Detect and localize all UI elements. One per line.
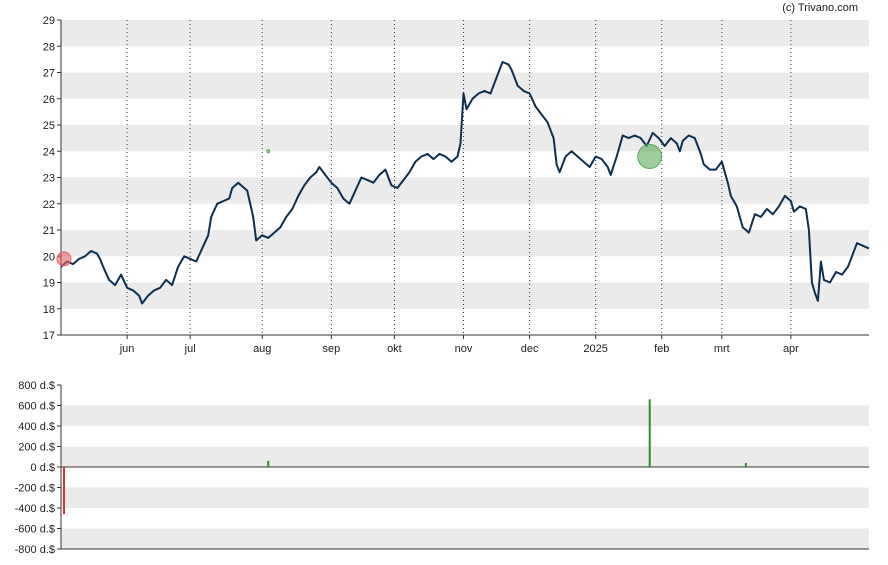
y-tick-label: 18 bbox=[43, 304, 55, 316]
x-tick-label: dec bbox=[521, 343, 539, 355]
y-tick-label: 29 bbox=[43, 15, 55, 27]
x-tick-label: aug bbox=[253, 343, 271, 355]
grid-band bbox=[61, 487, 869, 508]
x-tick-label: sep bbox=[322, 343, 340, 355]
grid-band bbox=[61, 72, 869, 99]
trade-marker bbox=[56, 251, 72, 267]
y-tick-label: 400 d.$ bbox=[18, 421, 55, 433]
grid-band bbox=[61, 282, 869, 309]
grid-band bbox=[61, 125, 869, 152]
y-tick-label: 24 bbox=[43, 146, 55, 158]
grid-band bbox=[61, 20, 869, 47]
grid-band bbox=[61, 230, 869, 257]
y-tick-label: 20 bbox=[43, 251, 55, 263]
grid-band bbox=[61, 528, 869, 549]
y-tick-label: 19 bbox=[43, 278, 55, 290]
y-tick-label: -600 d.$ bbox=[15, 524, 55, 536]
grid-band bbox=[61, 177, 869, 204]
x-tick-label: mrt bbox=[714, 343, 730, 355]
x-tick-label: nov bbox=[455, 343, 473, 355]
x-tick-label: jul bbox=[184, 343, 196, 355]
x-tick-label: apr bbox=[783, 343, 799, 355]
y-tick-label: 17 bbox=[43, 330, 55, 342]
trade-marker bbox=[266, 149, 271, 154]
y-tick-label: -200 d.$ bbox=[15, 483, 55, 495]
x-tick-label: jun bbox=[119, 343, 135, 355]
y-tick-label: 0 d.$ bbox=[31, 462, 55, 474]
y-tick-label: -400 d.$ bbox=[15, 503, 55, 515]
grid-band bbox=[61, 405, 869, 426]
y-tick-label: 22 bbox=[43, 199, 55, 211]
y-tick-label: 23 bbox=[43, 173, 55, 185]
y-tick-label: 26 bbox=[43, 94, 55, 106]
y-tick-label: 28 bbox=[43, 41, 55, 53]
credit-label: (c) Trivano.com bbox=[782, 2, 858, 14]
y-tick-label: 25 bbox=[43, 120, 55, 132]
y-tick-label: 200 d.$ bbox=[18, 442, 55, 454]
y-tick-label: -800 d.$ bbox=[15, 544, 55, 556]
y-tick-label: 600 d.$ bbox=[18, 401, 55, 413]
grid-band bbox=[61, 446, 869, 467]
x-tick-label: feb bbox=[654, 343, 669, 355]
y-tick-label: 800 d.$ bbox=[18, 380, 55, 392]
y-tick-label: 27 bbox=[43, 68, 55, 80]
x-tick-label: 2025 bbox=[583, 343, 607, 355]
trade-marker bbox=[637, 144, 663, 169]
y-tick-label: 21 bbox=[43, 225, 55, 237]
x-tick-label: okt bbox=[387, 343, 402, 355]
price-series-line bbox=[60, 61, 870, 305]
